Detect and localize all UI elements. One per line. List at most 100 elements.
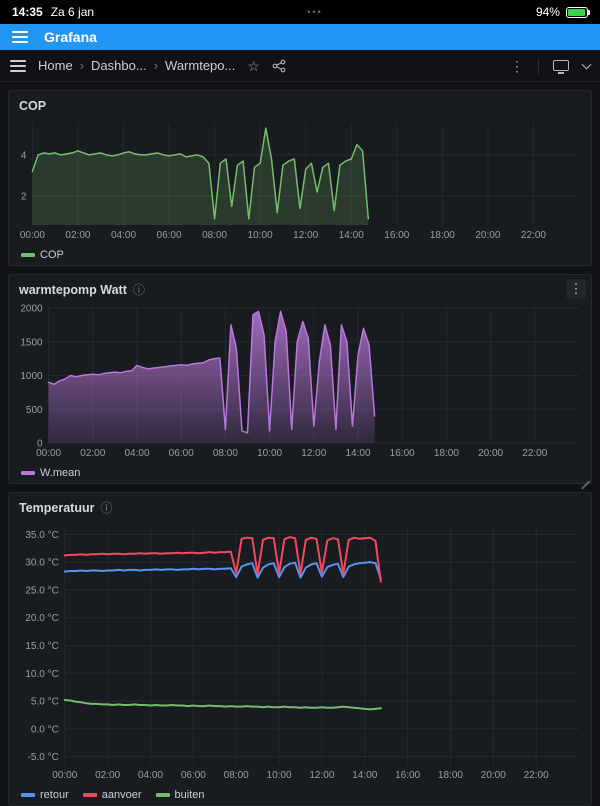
panel-watt: warmtepomp Watt ⓘ ⋮ 00:00 02:00 04:00 06:00… bbox=[8, 274, 592, 484]
breadcrumb-home[interactable]: Home bbox=[38, 58, 73, 73]
svg-text:16:00: 16:00 bbox=[390, 448, 415, 459]
status-date: Za 6 jan bbox=[50, 5, 95, 19]
svg-text:14:00: 14:00 bbox=[345, 448, 370, 459]
svg-text:06:00: 06:00 bbox=[169, 448, 194, 459]
svg-text:0: 0 bbox=[37, 439, 43, 450]
svg-text:1500: 1500 bbox=[20, 337, 43, 348]
legend-item[interactable]: COP bbox=[21, 249, 64, 261]
svg-text:10.0 °C: 10.0 °C bbox=[25, 669, 58, 680]
svg-text:2000: 2000 bbox=[20, 304, 43, 315]
temperatuur-legend: retour aanvoer buiten bbox=[15, 787, 585, 803]
app-bar: Grafana bbox=[0, 24, 600, 50]
svg-text:04:00: 04:00 bbox=[138, 770, 163, 781]
legend-label[interactable]: COP bbox=[40, 248, 64, 261]
nav-actions: ⋮ bbox=[510, 57, 592, 74]
cop-legend: COP bbox=[15, 247, 585, 263]
svg-text:22:00: 22:00 bbox=[521, 230, 546, 241]
svg-text:2: 2 bbox=[21, 192, 27, 203]
legend-label[interactable]: buiten bbox=[174, 788, 205, 801]
clock: 14:35 bbox=[12, 5, 43, 19]
breadcrumb-dashboards[interactable]: Dashbo... bbox=[91, 58, 147, 73]
panel-title[interactable]: warmtepomp Watt bbox=[19, 283, 127, 297]
app-menu-icon[interactable] bbox=[12, 29, 28, 45]
app-title: Grafana bbox=[44, 29, 97, 45]
multitask-dots-icon: ••• bbox=[307, 7, 323, 17]
svg-text:08:00: 08:00 bbox=[202, 230, 227, 241]
svg-text:16:00: 16:00 bbox=[384, 230, 409, 241]
panel-title[interactable]: Temperatuur bbox=[19, 501, 95, 515]
tv-mode-icon[interactable] bbox=[553, 60, 569, 74]
svg-text:20:00: 20:00 bbox=[475, 230, 500, 241]
panel-title[interactable]: COP bbox=[19, 99, 47, 113]
svg-text:500: 500 bbox=[26, 405, 43, 416]
breadcrumb-separator-icon: › bbox=[153, 58, 159, 73]
legend-item[interactable]: retour bbox=[21, 789, 69, 801]
cop-chart[interactable]: 00:00 02:00 04:00 06:00 08:00 10:00 12:00 14:00… bbox=[15, 118, 585, 242]
legend-label[interactable]: W.mean bbox=[40, 466, 81, 479]
svg-text:10:00: 10:00 bbox=[267, 770, 292, 781]
svg-text:35.0 °C: 35.0 °C bbox=[25, 530, 58, 541]
svg-text:04:00: 04:00 bbox=[111, 230, 136, 241]
ios-status-bar: 14:35 Za 6 jan ••• 94% bbox=[0, 0, 600, 24]
svg-text:18:00: 18:00 bbox=[434, 448, 459, 459]
svg-text:14:00: 14:00 bbox=[339, 230, 364, 241]
svg-text:02:00: 02:00 bbox=[95, 770, 120, 781]
svg-text:08:00: 08:00 bbox=[213, 448, 238, 459]
kebab-menu-icon[interactable]: ⋮ bbox=[510, 57, 524, 74]
svg-text:00:00: 00:00 bbox=[20, 230, 45, 241]
svg-text:20:00: 20:00 bbox=[478, 448, 503, 459]
svg-text:06:00: 06:00 bbox=[157, 230, 182, 241]
legend-swatch bbox=[21, 470, 35, 475]
panel-resize-handle[interactable] bbox=[580, 472, 590, 482]
svg-text:08:00: 08:00 bbox=[224, 770, 249, 781]
legend-item[interactable]: W.mean bbox=[21, 467, 80, 479]
legend-swatch bbox=[82, 792, 97, 797]
panel-cop: COP 00:00 02:00 04:00 06:00 08:00 10:00 12:00 1… bbox=[8, 90, 592, 266]
star-icon[interactable]: ☆ bbox=[247, 57, 260, 74]
svg-text:02:00: 02:00 bbox=[65, 230, 90, 241]
legend-swatch bbox=[21, 252, 35, 257]
battery-percent: 94% bbox=[535, 5, 560, 19]
panel-menu-icon[interactable]: ⋮ bbox=[566, 279, 586, 299]
svg-text:25.0 °C: 25.0 °C bbox=[25, 585, 58, 596]
info-icon[interactable]: ⓘ bbox=[100, 501, 113, 515]
mega-menu-icon[interactable] bbox=[10, 58, 26, 74]
legend-item[interactable]: aanvoer bbox=[82, 788, 142, 801]
svg-text:18:00: 18:00 bbox=[438, 770, 463, 781]
panel-watt-header: warmtepomp Watt ⓘ bbox=[15, 280, 585, 300]
legend-item[interactable]: buiten bbox=[155, 788, 205, 801]
svg-text:0.0 °C: 0.0 °C bbox=[31, 724, 59, 735]
watt-legend: W.mean bbox=[15, 465, 585, 481]
temperatuur-chart[interactable]: 00:00 02:00 04:00 06:00 08:00 10:00 12:00 14:00… bbox=[15, 520, 585, 782]
info-icon[interactable]: ⓘ bbox=[132, 283, 145, 297]
panel-cop-header: COP bbox=[15, 96, 585, 116]
svg-text:30.0 °C: 30.0 °C bbox=[25, 558, 58, 569]
svg-text:00:00: 00:00 bbox=[52, 770, 77, 781]
battery-nub bbox=[587, 10, 590, 15]
dashboard: COP 00:00 02:00 04:00 06:00 08:00 10:00 12:00 1… bbox=[0, 82, 600, 806]
legend-swatch bbox=[21, 792, 35, 797]
svg-text:22:00: 22:00 bbox=[524, 770, 549, 781]
legend-label[interactable]: retour bbox=[40, 788, 69, 801]
share-icon[interactable] bbox=[272, 59, 286, 73]
chevron-down-icon[interactable] bbox=[581, 59, 592, 69]
breadcrumb-separator-icon: › bbox=[79, 58, 85, 73]
legend-swatch bbox=[155, 792, 170, 797]
status-right: 94% bbox=[535, 5, 590, 19]
legend-label[interactable]: aanvoer bbox=[101, 788, 142, 801]
battery-fill bbox=[567, 8, 585, 16]
watt-chart[interactable]: 00:00 02:00 04:00 06:00 08:00 10:00 12:00 14:00… bbox=[15, 302, 585, 460]
breadcrumb-current[interactable]: Warmtepo... bbox=[165, 58, 236, 73]
svg-text:06:00: 06:00 bbox=[181, 770, 206, 781]
svg-text:10:00: 10:00 bbox=[257, 448, 282, 459]
status-left: 14:35 Za 6 jan bbox=[12, 5, 94, 19]
svg-text:18:00: 18:00 bbox=[430, 230, 455, 241]
battery-icon bbox=[565, 6, 590, 18]
svg-text:12:00: 12:00 bbox=[309, 770, 334, 781]
svg-text:12:00: 12:00 bbox=[293, 230, 318, 241]
divider bbox=[538, 57, 539, 74]
svg-text:4: 4 bbox=[21, 150, 27, 161]
svg-text:04:00: 04:00 bbox=[124, 448, 149, 459]
svg-text:16:00: 16:00 bbox=[395, 770, 420, 781]
grafana-nav-bar: Home › Dashbo... › Warmtepo... ☆ ⋮ bbox=[0, 50, 600, 82]
